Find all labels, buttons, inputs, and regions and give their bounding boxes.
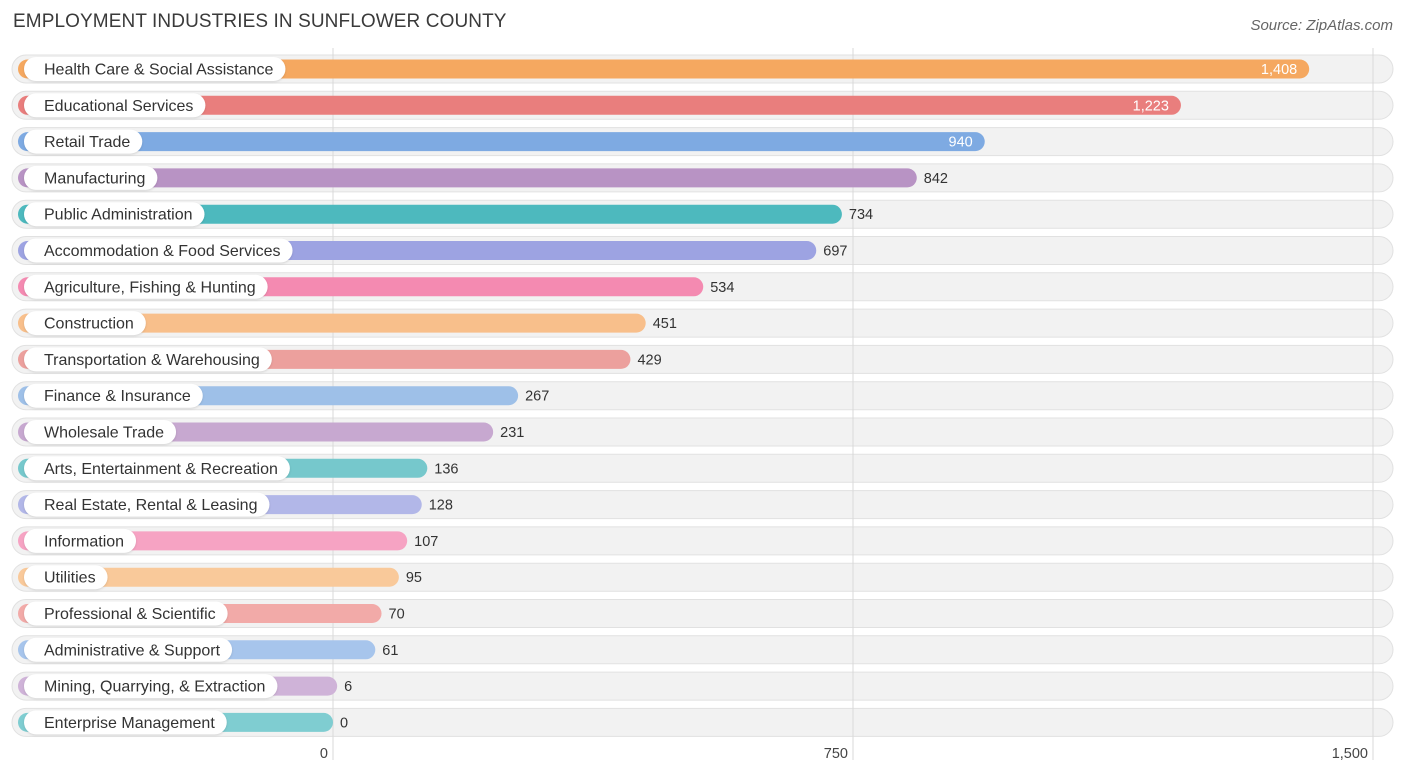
category-label: Arts, Entertainment & Recreation bbox=[44, 461, 278, 478]
value-label: 267 bbox=[525, 389, 549, 405]
bar-group: Health Care & Social Assistance 1,408 bbox=[18, 57, 1310, 81]
category-pill bbox=[24, 492, 270, 517]
value-label: 107 bbox=[414, 534, 438, 550]
tick-label: 0 bbox=[320, 746, 328, 762]
category-label: Educational Services bbox=[44, 98, 193, 115]
category-pill bbox=[24, 238, 293, 263]
value-label: 70 bbox=[389, 607, 405, 623]
category-label: Public Administration bbox=[44, 207, 193, 224]
category-label: Professional & Scientific bbox=[44, 606, 216, 623]
value-label: 1,408 bbox=[1261, 62, 1297, 78]
category-label: Retail Trade bbox=[44, 134, 130, 151]
category-label: Utilities bbox=[44, 570, 96, 587]
category-label: Information bbox=[44, 533, 124, 550]
value-label: 1,223 bbox=[1133, 98, 1169, 114]
bar-group: Arts, Entertainment & Recreation 136 bbox=[18, 456, 458, 481]
bar-group: Real Estate, Rental & Leasing 128 bbox=[18, 492, 453, 517]
category-label: Enterprise Management bbox=[44, 715, 215, 732]
row-background bbox=[11, 707, 1394, 737]
category-pill bbox=[24, 57, 286, 81]
category-label: Accommodation & Food Services bbox=[44, 243, 281, 260]
bar-group: Manufacturing 842 bbox=[18, 165, 948, 190]
category-pill bbox=[24, 274, 268, 299]
category-label: Mining, Quarrying, & Extraction bbox=[44, 679, 265, 696]
value-label: 940 bbox=[949, 135, 973, 151]
category-pill bbox=[24, 383, 203, 408]
category-pill bbox=[24, 565, 108, 590]
category-pill bbox=[24, 420, 177, 444]
category-pill bbox=[24, 347, 272, 372]
value-label: 136 bbox=[434, 461, 458, 477]
value-label: 534 bbox=[710, 280, 734, 296]
bar bbox=[18, 204, 842, 224]
bar-group: Finance & Insurance 267 bbox=[18, 383, 549, 408]
value-label: 61 bbox=[382, 643, 398, 659]
value-label: 6 bbox=[344, 679, 352, 695]
category-label: Finance & Insurance bbox=[44, 388, 191, 405]
row-background bbox=[11, 671, 1394, 701]
category-pill bbox=[24, 456, 290, 481]
bar-group: Accommodation & Food Services 697 bbox=[18, 238, 847, 263]
bar-group: Administrative & Support 61 bbox=[18, 637, 398, 662]
category-pill bbox=[24, 637, 233, 662]
category-pill bbox=[24, 202, 205, 227]
value-label: 842 bbox=[924, 171, 948, 187]
bar-group: Agriculture, Fishing & Hunting 534 bbox=[18, 274, 734, 299]
value-label: 0 bbox=[340, 715, 348, 731]
value-label: 128 bbox=[429, 498, 453, 514]
value-label: 734 bbox=[849, 207, 873, 223]
value-label: 231 bbox=[500, 425, 524, 441]
bar bbox=[18, 567, 399, 587]
category-pill bbox=[24, 311, 146, 336]
bar-group: Utilities 95 bbox=[18, 565, 422, 590]
x-axis: 0 750 1,500 bbox=[320, 746, 1368, 762]
bar-group: Public Administration 734 bbox=[18, 202, 873, 227]
value-label: 451 bbox=[653, 316, 677, 332]
category-pill bbox=[24, 528, 137, 553]
source-note: Source: ZipAtlas.com bbox=[1250, 17, 1393, 34]
category-label: Agriculture, Fishing & Hunting bbox=[44, 279, 256, 296]
bar-group: Construction 451 bbox=[18, 311, 677, 336]
bar-group: Information 107 bbox=[18, 528, 438, 553]
category-label: Construction bbox=[44, 316, 134, 333]
category-label: Administrative & Support bbox=[44, 642, 221, 659]
bar-group: Retail Trade 940 bbox=[18, 129, 985, 154]
category-label: Health Care & Social Assistance bbox=[44, 62, 274, 79]
bar bbox=[18, 313, 646, 333]
category-label: Manufacturing bbox=[44, 170, 145, 187]
tick-label: 1,500 bbox=[1332, 746, 1368, 762]
category-pill bbox=[24, 601, 228, 626]
bar-group: Transportation & Warehousing 429 bbox=[18, 347, 662, 372]
value-label: 95 bbox=[406, 570, 422, 586]
bar bbox=[18, 59, 1310, 79]
bar-group: Professional & Scientific 70 bbox=[18, 601, 405, 626]
category-pill bbox=[24, 165, 158, 190]
bar-group: Educational Services 1,223 bbox=[18, 93, 1181, 118]
value-label: 697 bbox=[823, 244, 847, 260]
bar-group: Mining, Quarrying, & Extraction 6 bbox=[18, 674, 352, 699]
category-pill bbox=[24, 710, 227, 735]
category-pill bbox=[24, 93, 206, 118]
category-pill bbox=[24, 674, 278, 699]
category-label: Transportation & Warehousing bbox=[44, 352, 260, 369]
category-label: Wholesale Trade bbox=[44, 425, 164, 442]
category-label: Real Estate, Rental & Leasing bbox=[44, 497, 257, 514]
bar bbox=[18, 95, 1181, 115]
bar-group: Wholesale Trade 231 bbox=[18, 420, 524, 444]
category-pill bbox=[24, 129, 143, 154]
bar bbox=[18, 132, 985, 152]
bar bbox=[18, 168, 917, 188]
bar-group: Enterprise Management 0 bbox=[18, 710, 348, 735]
bars: Health Care & Social Assistance 1,408 Educ… bbox=[18, 57, 1310, 735]
value-label: 429 bbox=[637, 352, 661, 368]
tick-label: 750 bbox=[824, 746, 848, 762]
chart-title: EMPLOYMENT INDUSTRIES IN SUNFLOWER COUNT… bbox=[13, 11, 507, 32]
